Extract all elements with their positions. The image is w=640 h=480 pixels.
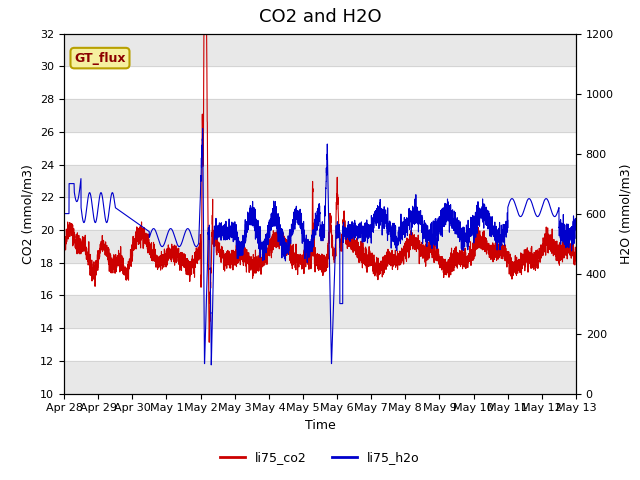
X-axis label: Time: Time <box>305 419 335 432</box>
li75_co2 <box>464 255 472 261</box>
Line: li75_co2: li75_co2 <box>64 34 576 342</box>
Bar <box>64 99 576 132</box>
Legend: li75_co2, li75_h2o: li75_co2, li75_h2o <box>215 446 425 469</box>
Bar <box>64 230 576 263</box>
Bar <box>64 361 576 394</box>
li75_h2o <box>435 216 442 222</box>
li75_co2 <box>435 253 442 259</box>
li75_co2 <box>200 31 208 36</box>
Bar <box>64 34 576 66</box>
li75_co2 <box>572 257 579 263</box>
li75_co2 <box>60 244 68 250</box>
li75_h2o <box>60 211 68 216</box>
li75_co2 <box>205 339 213 345</box>
Bar <box>64 295 576 328</box>
Y-axis label: CO2 (mmol/m3): CO2 (mmol/m3) <box>22 164 35 264</box>
Text: GT_flux: GT_flux <box>74 51 125 65</box>
li75_h2o <box>199 126 207 132</box>
li75_h2o <box>152 229 160 235</box>
li75_co2 <box>301 260 308 266</box>
li75_h2o <box>572 227 580 232</box>
li75_co2 <box>152 260 160 266</box>
li75_h2o <box>301 237 308 242</box>
li75_h2o <box>406 216 414 222</box>
li75_co2 <box>572 249 580 254</box>
li75_h2o <box>207 362 215 368</box>
Title: CO2 and H2O: CO2 and H2O <box>259 9 381 26</box>
li75_co2 <box>406 240 414 246</box>
Line: li75_h2o: li75_h2o <box>64 129 576 365</box>
li75_h2o <box>464 241 472 247</box>
Bar <box>64 165 576 197</box>
li75_h2o <box>572 226 579 231</box>
Y-axis label: H2O (mmol/m3): H2O (mmol/m3) <box>620 163 632 264</box>
